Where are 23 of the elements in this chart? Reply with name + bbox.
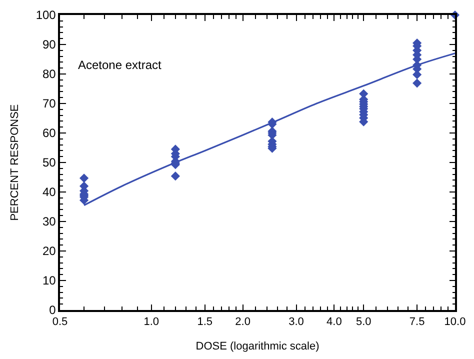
y-tick-label: 80 [42, 67, 56, 82]
y-tick-label: 60 [42, 126, 56, 140]
x-tick-label: 0.5 [52, 316, 68, 328]
y-tick-label: 20 [42, 244, 56, 258]
x-tick-label: 4.0 [326, 316, 342, 328]
x-tick-label: 7.5 [409, 316, 425, 328]
x-tick-label: 1.0 [144, 316, 160, 328]
y-tick-label: 40 [42, 185, 56, 200]
x-tick-label: 10.0 [444, 316, 466, 328]
y-tick-label: 10 [42, 274, 56, 288]
y-tick-label: 90 [42, 38, 56, 52]
y-tick-label: 50 [42, 156, 56, 170]
y-axis-title: PERCENT RESPONSE [8, 104, 21, 221]
x-tick-label: 3.0 [288, 316, 304, 328]
x-tick-label: 5.0 [356, 316, 372, 328]
annotation: Acetone extract [78, 58, 162, 72]
y-tick-label: 30 [42, 214, 56, 229]
x-tick-label: 1.5 [197, 316, 213, 328]
y-tick-label: 100 [36, 8, 56, 22]
y-tick-label: 70 [42, 96, 56, 111]
y-tick-label: 0 [49, 303, 56, 318]
x-axis-title: DOSE (logarithmic scale) [196, 340, 320, 353]
x-tick-label: 2.0 [235, 316, 250, 328]
